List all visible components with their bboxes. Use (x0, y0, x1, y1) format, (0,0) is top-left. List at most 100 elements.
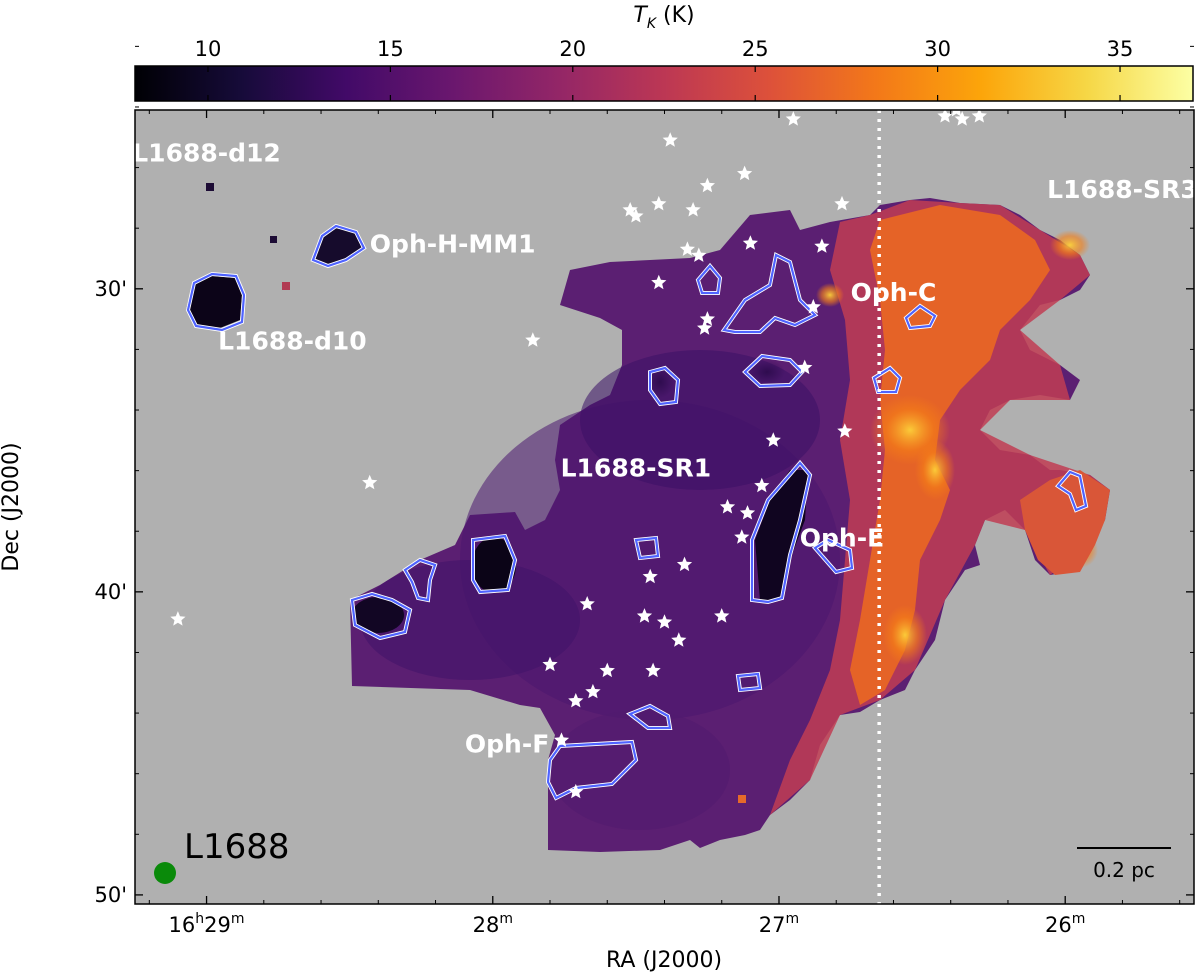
scale-bar-label: 0.2 pc (1093, 858, 1155, 882)
protostar-marker (814, 238, 830, 253)
cloud-speck (282, 282, 290, 290)
protostar-marker (679, 241, 695, 256)
protostar-marker (636, 608, 653, 623)
cold-clump (755, 470, 808, 600)
contour-line (403, 558, 437, 602)
contour-line (350, 592, 412, 640)
x-tick-label: 16h29m (169, 911, 245, 937)
protostar-marker (739, 505, 756, 520)
cloud-name-label: L1688 (184, 827, 289, 867)
x-axis-label: RA (J2000) (606, 948, 722, 973)
y-tick-label: 30' (95, 277, 128, 301)
hot-spot (1050, 230, 1090, 260)
region-label: L1688-SR3 (1047, 175, 1198, 204)
contour-line (872, 366, 902, 394)
protostar-marker (170, 611, 186, 626)
protostar-marker (585, 683, 601, 699)
contour-line (311, 224, 366, 268)
colorbar-tick-label: 25 (742, 37, 769, 61)
x-tick-label: 28m (473, 911, 513, 937)
x-tick-label: 26m (1045, 911, 1085, 937)
cloud-hot-ridge (850, 205, 1050, 705)
region-labels: L1688-SR2Oph-AOph-DOph-B3L1688-d12L1688-… (132, 139, 1198, 759)
protostar-marker (662, 132, 678, 147)
colorbar: 10 15 20 25 30 35 TK (K) (134, 3, 1194, 102)
contour-line (648, 366, 680, 406)
region-label: Oph-C (851, 278, 937, 307)
hot-spot (816, 283, 844, 307)
colorbar-tick-label: 35 (1107, 37, 1134, 61)
contour-line (813, 538, 854, 574)
cold-clump (472, 537, 516, 593)
colorbar-gradient (134, 65, 1194, 102)
y-tick-label: 50' (95, 883, 128, 907)
protostar-marker (805, 299, 821, 314)
colorbar-tick-label: 15 (377, 37, 404, 61)
hot-spot (883, 605, 927, 665)
region-label: Oph-F (465, 729, 549, 758)
protostar-marker (651, 274, 667, 290)
protostar-marker (525, 332, 541, 347)
contour-line (471, 534, 517, 594)
x-axis-ticks: 16h29m 28m 27m 26m (148, 110, 1181, 937)
protostar-marker (937, 110, 953, 123)
contour-line (722, 253, 817, 334)
temperature-map: L1688-SR2Oph-AOph-DOph-B3L1688-d12L1688-… (132, 110, 1198, 904)
y-axis-label: Dec (J2000) (0, 442, 24, 571)
protostar-marker (699, 177, 715, 193)
cloud-speck (206, 183, 214, 191)
protostar-marker (742, 235, 758, 250)
protostar-marker (691, 247, 707, 262)
region-label: Oph-E (800, 523, 884, 552)
cold-clump (352, 597, 404, 633)
protostar-marker (642, 568, 658, 584)
contour-line (627, 704, 672, 730)
contour-line (696, 264, 722, 295)
contour-line (546, 740, 638, 800)
protostar-marker (699, 311, 715, 326)
protostar-marker (676, 556, 693, 572)
protostar-marker (785, 111, 801, 126)
protostar-marker (685, 202, 701, 217)
cloud-speck (738, 795, 746, 803)
colorbar-tick-label: 20 (559, 37, 586, 61)
protostar-marker (837, 423, 853, 438)
protostar-marker (568, 783, 584, 799)
protostars (170, 110, 987, 799)
protostar-marker (697, 320, 713, 335)
protostar-marker (628, 208, 644, 223)
protostar-marker (651, 195, 667, 211)
protostar-marker (579, 596, 595, 611)
contour-line (904, 304, 937, 330)
region-label: L1688-SR1 (561, 454, 712, 483)
protostar-marker (971, 110, 987, 123)
contour-line (750, 461, 812, 604)
colorbar-ticks: 10 15 20 25 30 35 (195, 37, 1134, 101)
contour-line (186, 272, 246, 332)
cold-clump (646, 366, 674, 398)
y-tick-label: 40' (95, 580, 128, 604)
x-tick-label: 27m (759, 911, 799, 937)
protostar-marker (362, 474, 378, 490)
colorbar-label: TK (K) (633, 3, 694, 32)
protostar-marker (719, 499, 736, 514)
hot-spot (915, 440, 955, 500)
region-label: L1688-d12 (132, 139, 281, 168)
region-label: Oph-H-MM1 (370, 229, 536, 258)
protostar-marker (568, 693, 584, 708)
protostar-marker (645, 662, 661, 678)
cloud-sr3-patch (1020, 470, 1110, 575)
contour-line (736, 672, 762, 692)
contour-line (634, 536, 660, 560)
cloud-interior-shade (550, 710, 730, 830)
cloud-speck (270, 236, 277, 243)
protostar-marker (671, 632, 687, 647)
protostar-marker (737, 165, 753, 181)
protostar-marker (599, 662, 615, 678)
cloud-nw-patch (186, 276, 242, 328)
protostar-marker (734, 529, 750, 544)
protostar-marker (951, 110, 962, 117)
protostar-marker (542, 656, 558, 672)
colorbar-tick-label: 10 (195, 37, 222, 61)
contour-line (1056, 470, 1088, 512)
